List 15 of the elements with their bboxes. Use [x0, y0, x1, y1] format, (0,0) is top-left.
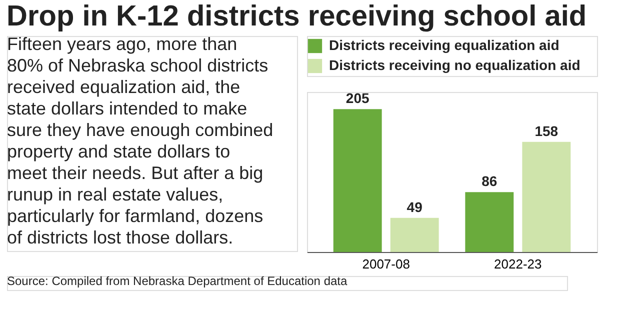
source-note: Source: Compiled from Nebraska Department of Education data — [7, 274, 348, 288]
bar — [465, 192, 514, 252]
data-label: 86 — [482, 173, 498, 190]
x-tick-label: 2022-23 — [494, 256, 542, 272]
data-label: 49 — [406, 198, 423, 215]
bar — [522, 142, 571, 252]
legend-label: Districts receiving equalization aid — [329, 37, 560, 53]
legend-label: Districts receiving no equalization aid — [329, 57, 580, 73]
bar — [333, 109, 382, 252]
text: Fifteen years ago, more than 80% of Nebraska school districts received equalization aid, the state dollars intended to make sure they have enough combined property and state dollars to meet their needs. But after a big runup in real estate values, particularly for farmland, dozens of districts lost those dollars. — [7, 34, 274, 248]
x-tick-label: 2007-08 — [362, 256, 410, 272]
chart-title: Drop in K-12 districts receiving school aid — [6, 0, 587, 32]
data-label: 205 — [346, 90, 370, 106]
bar — [390, 218, 439, 252]
data-label: 158 — [534, 122, 558, 139]
